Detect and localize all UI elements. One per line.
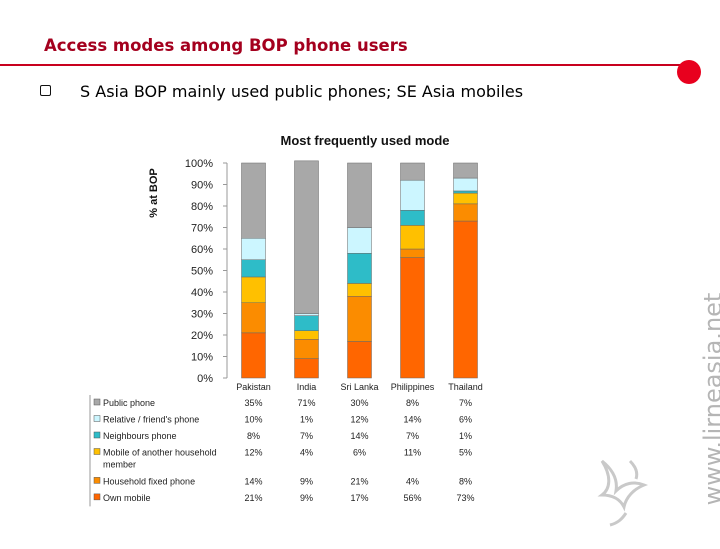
- title-accent-dot: [677, 60, 701, 84]
- lirneasia-logo: [597, 459, 649, 527]
- bar-segment: [241, 259, 266, 278]
- table-cell: 8%: [406, 398, 419, 408]
- table-cell: 35%: [244, 398, 262, 408]
- bar-segment: [347, 341, 372, 379]
- bar-segment: [294, 330, 319, 340]
- table-row-label: Public phone: [103, 398, 155, 408]
- bar-segment: [347, 253, 372, 284]
- x-tick-label: Pakistan: [236, 382, 271, 392]
- bar-segment: [294, 358, 319, 379]
- table-cell: 1%: [300, 415, 313, 425]
- table-cell: 17%: [350, 493, 368, 503]
- table-cell: 21%: [350, 476, 368, 486]
- table-cell: 6%: [459, 415, 472, 425]
- legend-swatch: [93, 398, 101, 406]
- table-cell: 1%: [459, 431, 472, 441]
- title-rule: [0, 64, 687, 66]
- bar-segment: [400, 162, 425, 181]
- table-row-label: Mobile of another household member: [103, 448, 217, 470]
- x-tick-label: India: [297, 382, 317, 392]
- x-tick-label: Philippines: [391, 382, 435, 392]
- bar-segment: [400, 248, 425, 258]
- bar-segment: [347, 162, 372, 228]
- y-tick-label: 80%: [191, 201, 213, 213]
- bar-segment: [347, 283, 372, 297]
- slide-title: Access modes among BOP phone users: [44, 36, 408, 55]
- table-cell: 7%: [406, 431, 419, 441]
- table-row-label: Household fixed phone: [103, 476, 195, 486]
- table-cell: 7%: [459, 398, 472, 408]
- table-cell: 56%: [403, 493, 421, 503]
- legend-swatch: [93, 477, 101, 484]
- bullet-text: S Asia BOP mainly used public phones; SE…: [80, 82, 524, 101]
- table-cell: 14%: [350, 431, 368, 441]
- bar-segment: [241, 302, 266, 334]
- y-tick-label: 50%: [191, 266, 213, 278]
- y-tick-label: 0%: [197, 373, 213, 385]
- bar-segment: [453, 177, 478, 192]
- watermark-url: www.lirneasia.net: [699, 292, 720, 506]
- bar-segment: [294, 339, 319, 359]
- table-cell: 12%: [244, 448, 262, 458]
- bar-segment: [453, 203, 478, 222]
- bar-segment: [241, 238, 266, 260]
- table-cell: 8%: [247, 431, 260, 441]
- table-cell: 14%: [403, 415, 421, 425]
- legend-swatch: [93, 448, 101, 455]
- bar-segment: [453, 192, 478, 205]
- bar-segment: [241, 162, 266, 239]
- y-tick-label: 40%: [191, 287, 213, 299]
- legend-swatch: [93, 415, 101, 422]
- y-tick-label: 30%: [191, 309, 213, 321]
- table-cell: 4%: [300, 448, 313, 458]
- table-cell: 7%: [300, 431, 313, 441]
- table-cell: 8%: [459, 476, 472, 486]
- bar-segment: [400, 257, 425, 379]
- table-row-label: Relative / friend's phone: [103, 415, 199, 425]
- y-tick-label: 70%: [191, 223, 213, 235]
- bar-segment: [453, 190, 478, 194]
- table-row-label: Own mobile: [103, 493, 151, 503]
- y-tick-label: 100%: [185, 158, 213, 170]
- table-cell: 21%: [244, 493, 262, 503]
- bar-segment: [294, 160, 319, 314]
- y-tick-label: 10%: [191, 352, 213, 364]
- legend-swatch: [93, 493, 101, 501]
- table-cell: 30%: [350, 398, 368, 408]
- bar-segment: [241, 276, 266, 304]
- table-row-label: Neighbours phone: [103, 431, 177, 441]
- table-cell: 6%: [353, 448, 366, 458]
- table-cell: 11%: [404, 448, 421, 458]
- legend-swatch: [93, 431, 101, 439]
- table-cell: 71%: [297, 398, 315, 408]
- table-cell: 9%: [300, 493, 313, 503]
- y-tick-label: 20%: [191, 330, 213, 342]
- bullet-marker: [40, 85, 51, 96]
- chart-title: Most frequently used mode: [280, 133, 450, 148]
- table-cell: 10%: [244, 415, 262, 425]
- bar-segment: [241, 332, 266, 379]
- bar-segment: [294, 313, 319, 316]
- bar-segment: [294, 315, 319, 331]
- table-cell: 5%: [459, 448, 472, 458]
- bar-segment: [453, 220, 478, 379]
- bar-segment: [347, 296, 372, 342]
- table-cell: 14%: [244, 476, 262, 486]
- bar-segment: [453, 162, 478, 179]
- y-tick-label: 60%: [191, 244, 213, 256]
- bar-segment: [400, 225, 425, 250]
- bar-segment: [400, 179, 425, 211]
- y-tick-label: 90%: [191, 180, 213, 192]
- table-cell: 12%: [350, 415, 368, 425]
- table-cell: 73%: [456, 493, 474, 503]
- table-cell: 9%: [300, 476, 313, 486]
- bar-segment: [347, 227, 372, 254]
- table-cell: 4%: [406, 476, 419, 486]
- bar-segment: [400, 210, 425, 226]
- x-tick-label: Thailand: [448, 382, 483, 392]
- x-tick-label: Sri Lanka: [340, 382, 378, 392]
